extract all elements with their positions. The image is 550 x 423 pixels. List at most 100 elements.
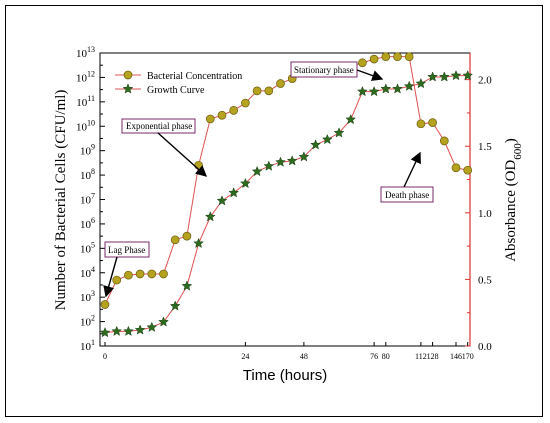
- y-axis-left-label: Number of Bacterial Cells (CFU/ml): [53, 90, 69, 311]
- growth-curve-point: [251, 165, 263, 177]
- y-left-tick-label: 108: [80, 167, 95, 182]
- y-right-tick-label: 1.5: [478, 141, 492, 153]
- annotation-box: [380, 186, 434, 203]
- concentration-point: [358, 58, 367, 68]
- concentration-point: [182, 231, 192, 241]
- growth-curve-point: [134, 324, 146, 335]
- y-left-tick-label: 1010: [76, 118, 95, 133]
- concentration-point: [264, 86, 274, 96]
- x-tick-label: 48: [300, 352, 308, 361]
- growth-curve-point: [310, 139, 321, 150]
- growth-curve-point: [345, 113, 357, 125]
- growth-curve-point: [321, 133, 333, 145]
- concentration-point: [393, 52, 402, 62]
- growth-curve-point: [415, 77, 427, 89]
- x-tick-label: 76: [370, 352, 378, 361]
- concentration-point: [229, 106, 239, 115]
- growth-curve-point: [403, 80, 415, 91]
- growth-curve-point: [123, 325, 134, 336]
- annotation-label: Death phase: [385, 190, 429, 200]
- concentration-point: [100, 300, 110, 309]
- concentration-point: [439, 136, 449, 146]
- concentration-point: [381, 52, 391, 62]
- y-left-tick-label: 1011: [76, 94, 95, 109]
- y-left-tick-label: 104: [80, 265, 95, 280]
- growth-curve-point: [158, 316, 169, 327]
- y-left-tick-label: 1013: [76, 45, 95, 60]
- right-axis: 0.0 0.5 1.0 1.5 2.0: [465, 53, 492, 353]
- growth-curve-point: [204, 211, 216, 222]
- y-axis-right-label: Absorbance (OD600): [503, 138, 524, 262]
- growth-curve-point: [228, 187, 240, 198]
- legend-concentration-label: Bacterial Concentration: [147, 71, 242, 82]
- concentration-point: [369, 54, 379, 64]
- x-tick-label: 128: [427, 352, 439, 361]
- x-tick-label: 170: [462, 352, 474, 361]
- growth-curve-point: [298, 151, 310, 162]
- concentration-point: [217, 110, 227, 120]
- growth-curve-point: [380, 83, 392, 94]
- y-left-tick-label: 102: [80, 314, 95, 329]
- left-axis: 101 102 103 104 105 106 107 108 109 1010 1011 1012 1…: [76, 45, 105, 353]
- legend: Bacterial Concentration Growth Curve: [115, 70, 242, 96]
- growth-curve-point: [193, 237, 204, 249]
- growth-curve-point: [99, 327, 111, 338]
- x-tick-label: 146: [450, 352, 462, 361]
- y-axis-right-label-close: ): [503, 138, 519, 143]
- annotation-arrow: [157, 132, 208, 177]
- annotation-label: Lag Phase: [108, 245, 145, 255]
- growth-curve-point: [275, 156, 286, 167]
- y-left-tick-label: 107: [80, 192, 95, 207]
- figure-frame: [5, 5, 543, 417]
- concentration-point: [404, 52, 414, 62]
- concentration-point: [205, 114, 215, 124]
- y-right-tick-label: 0.0: [478, 341, 492, 353]
- concentration-point: [112, 275, 122, 285]
- legend-growth-label: Growth Curve: [147, 85, 205, 96]
- growth-curve-point: [392, 83, 403, 94]
- growth-curve-point: [181, 280, 193, 291]
- concentration-point: [276, 79, 285, 88]
- y-right-tick-label: 2.0: [478, 75, 492, 87]
- x-axis-label: Time (hours): [243, 367, 327, 384]
- x-tick-label: 24: [241, 352, 249, 361]
- growth-curve-point: [286, 155, 298, 166]
- annotation-arrow: [403, 151, 421, 188]
- growth-curve-line: [104, 75, 468, 334]
- y-left-tick-label: 109: [80, 143, 95, 158]
- y-left-tick-label: 103: [80, 289, 95, 304]
- annotation-arrow: [103, 256, 118, 298]
- x-tick-label: 0: [103, 352, 107, 361]
- concentration-point: [135, 269, 145, 279]
- y-left-tick-label: 106: [80, 216, 95, 231]
- concentration-point: [159, 269, 168, 279]
- concentration-point: [241, 98, 250, 108]
- concentration-point: [428, 118, 437, 127]
- concentration-point: [170, 235, 180, 245]
- annotation-box: [104, 241, 150, 258]
- concentration-point: [451, 163, 461, 173]
- growth-curve-point: [111, 325, 123, 336]
- concentration-point: [124, 270, 133, 280]
- growth-curve-point: [240, 177, 251, 189]
- legend-growth-marker: [122, 83, 134, 94]
- y-axis-right-label-sub: 600: [512, 143, 524, 160]
- x-tick-label: 112: [415, 352, 427, 361]
- growth-curve-point: [146, 321, 158, 332]
- concentration-point: [463, 165, 473, 175]
- growth-curve-point: [357, 85, 368, 97]
- annotation-arrow: [356, 69, 384, 81]
- growth-curve-point: [450, 69, 462, 81]
- legend-concentration-marker: [123, 70, 133, 80]
- growth-curve-point: [333, 127, 345, 138]
- y-left-tick-label: 105: [80, 240, 95, 255]
- y-left-tick-label: 1012: [76, 69, 95, 84]
- concentration-point: [252, 86, 262, 96]
- growth-curve-point: [169, 300, 181, 311]
- concentration-point: [147, 269, 157, 279]
- growth-curve-point: [462, 69, 474, 81]
- growth-curve-point: [438, 71, 450, 82]
- x-tick-label: 80: [382, 352, 390, 361]
- x-axis: 0 24 48 76 80 112 128 146 170: [103, 342, 474, 361]
